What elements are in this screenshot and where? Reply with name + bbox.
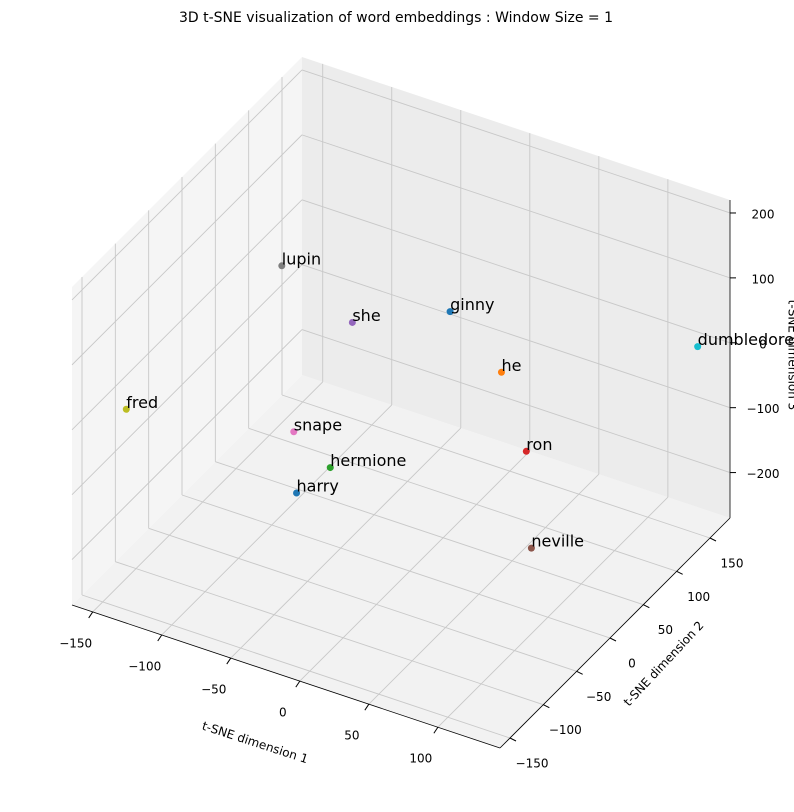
tick-mark: [509, 737, 517, 742]
point-label: ron: [526, 435, 552, 454]
x-axis-line: [71, 604, 501, 749]
grid-line: [115, 561, 544, 706]
grid-line: [148, 527, 577, 672]
point: [348, 318, 356, 326]
point-label: he: [501, 356, 521, 375]
point-label: lupin: [282, 249, 321, 268]
tick-mark: [543, 704, 550, 709]
point-label: snape: [294, 415, 342, 434]
grid-line: [215, 461, 644, 606]
point: [522, 447, 530, 455]
grid-line: [248, 427, 677, 572]
chart-title: 3D t-SNE visualization of word embedding…: [179, 10, 613, 26]
x-tick-label: 100: [409, 752, 432, 766]
grid-line: [71, 134, 303, 366]
grid-line: [281, 394, 711, 539]
grid-line: [71, 69, 303, 301]
pane-left: [72, 57, 302, 605]
x-tick-label: 0: [279, 706, 287, 720]
x-axis-label: t-SNE dimension 1: [200, 719, 310, 767]
tick-mark: [433, 726, 439, 734]
point: [290, 428, 298, 436]
grid-line: [230, 427, 462, 659]
grid-line: [301, 264, 731, 409]
point-label: she: [352, 306, 380, 325]
x-tick-label: 50: [344, 729, 359, 743]
y-tick-label: 150: [721, 557, 744, 571]
tick-mark: [676, 570, 683, 575]
tick-mark: [643, 604, 650, 609]
grid-line: [301, 199, 731, 344]
tick-mark: [364, 703, 370, 711]
x-tick-label: −50: [201, 683, 226, 697]
x-tick-label: −100: [128, 659, 161, 673]
tick-mark: [226, 657, 232, 665]
y-tick-label: −150: [516, 757, 549, 771]
grid-line: [71, 329, 303, 560]
x-tick-label: −150: [59, 636, 92, 650]
grid-line: [299, 450, 531, 682]
grid-line: [301, 134, 731, 279]
point: [527, 544, 535, 552]
point-label: harry: [297, 477, 339, 496]
point: [293, 489, 301, 497]
y-tick-label: 50: [658, 623, 673, 637]
point-label: dumbledore: [698, 330, 794, 349]
z-tick-label: 100: [752, 272, 775, 286]
y-tick-label: 0: [628, 657, 636, 671]
grid-line: [368, 473, 600, 705]
tick-mark: [609, 637, 617, 642]
grid-line: [437, 496, 669, 728]
grid-line: [92, 381, 324, 613]
y-tick-label: −100: [549, 723, 582, 737]
grid-line: [71, 264, 303, 495]
point-label: neville: [531, 532, 584, 551]
z-tick-label: 200: [752, 207, 775, 221]
z-tick-label: −200: [747, 467, 780, 481]
point: [122, 405, 130, 413]
z-tick-label: 0: [759, 337, 767, 351]
point: [278, 262, 286, 270]
point-label: hermione: [330, 451, 406, 470]
grid-line: [161, 404, 393, 636]
tick-mark: [88, 611, 94, 619]
point-label: fred: [126, 393, 158, 412]
tick-mark: [576, 670, 583, 675]
grid-line: [71, 199, 303, 431]
grid-line: [301, 329, 731, 473]
grid-line: [181, 494, 611, 639]
pane-back: [302, 57, 730, 518]
tick-mark: [157, 634, 163, 642]
tick-mark: [295, 680, 301, 688]
point: [694, 343, 702, 351]
z-axis-label: t-SNE dimension 3: [786, 300, 794, 411]
z-tick-label: −100: [747, 402, 780, 416]
tick-mark: [709, 537, 717, 542]
point: [326, 464, 334, 472]
y-tick-label: 100: [687, 590, 710, 604]
point-label: ginny: [450, 295, 494, 314]
y-tick-label: −50: [586, 690, 611, 704]
y-axis-line: [499, 517, 731, 749]
point: [446, 308, 454, 316]
grid-line: [81, 594, 511, 739]
point: [497, 368, 505, 376]
grid-line: [301, 69, 731, 214]
